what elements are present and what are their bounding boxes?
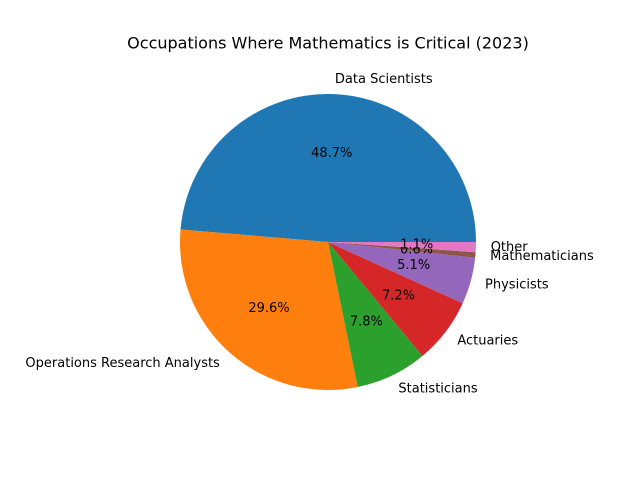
pie-slice: [328, 242, 476, 253]
pie-slice: [328, 242, 476, 304]
percent-label: 7.8%: [350, 315, 383, 330]
slice-label: Statisticians: [398, 381, 477, 396]
chart-title: Occupations Where Mathematics is Critica…: [127, 34, 529, 53]
percent-label: 1.1%: [400, 238, 433, 253]
percent-label: 29.6%: [248, 301, 289, 316]
pie-slice: [328, 242, 476, 258]
slice-label: Actuaries: [457, 333, 518, 348]
percent-label: 48.7%: [311, 146, 352, 161]
percent-label: 5.1%: [397, 258, 430, 273]
pie-slice: [180, 93, 476, 242]
slice-label: Data Scientists: [335, 72, 433, 87]
slice-label: Mathematicians: [490, 249, 594, 264]
percent-label: 7.2%: [382, 288, 415, 303]
pie-slice: [180, 229, 358, 391]
slice-label: Other: [491, 240, 529, 255]
pie-slice: [328, 242, 423, 387]
slice-label: Operations Research Analysts: [25, 356, 220, 371]
slice-label: Physicists: [485, 277, 549, 292]
pie-slice: [328, 242, 463, 356]
